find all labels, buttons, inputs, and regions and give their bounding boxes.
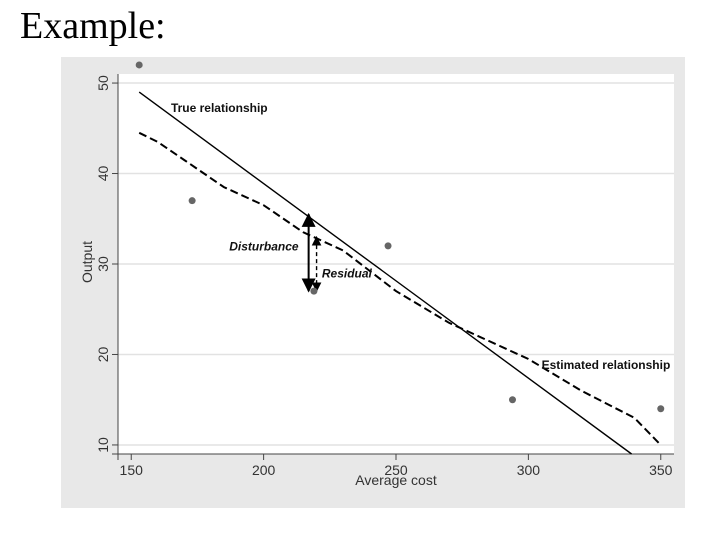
data-point xyxy=(135,61,143,69)
x-tick-label: 300 xyxy=(517,462,541,478)
y-tick-label: 50 xyxy=(95,75,111,91)
x-tick-label: 250 xyxy=(384,462,408,478)
data-point xyxy=(188,197,196,205)
data-point xyxy=(657,405,665,413)
annotation-label: True relationship xyxy=(171,101,268,115)
y-axis-title: Output xyxy=(79,241,95,283)
data-point xyxy=(384,242,392,250)
annotation-label: Estimated relationship xyxy=(542,358,671,372)
x-tick-label: 200 xyxy=(252,462,276,478)
true-relationship-line xyxy=(138,91,633,455)
data-points xyxy=(135,61,665,413)
x-tick-label: 350 xyxy=(649,462,673,478)
arrows xyxy=(301,212,322,293)
slide-title: Example: xyxy=(20,5,166,47)
data-point xyxy=(310,287,318,295)
y-tick-label: 30 xyxy=(95,256,111,272)
estimated-relationship-line xyxy=(138,131,662,446)
x-tick-label: 150 xyxy=(120,462,144,478)
y-tick-label: 40 xyxy=(95,166,111,182)
y-tick-label: 10 xyxy=(95,437,111,453)
annotations: True relationship Disturbance Residual Esti… xyxy=(171,101,670,372)
axes: 10 20 30 40 50 150 200 250 300 350 xyxy=(95,74,674,478)
x-axis-title: Average cost xyxy=(355,472,437,488)
annotation-label: Disturbance xyxy=(229,239,299,253)
grid-lines xyxy=(118,82,674,446)
data-point xyxy=(508,396,516,404)
annotation-label: Residual xyxy=(322,267,373,281)
y-tick-label: 20 xyxy=(95,346,111,362)
series-lines xyxy=(138,91,662,455)
